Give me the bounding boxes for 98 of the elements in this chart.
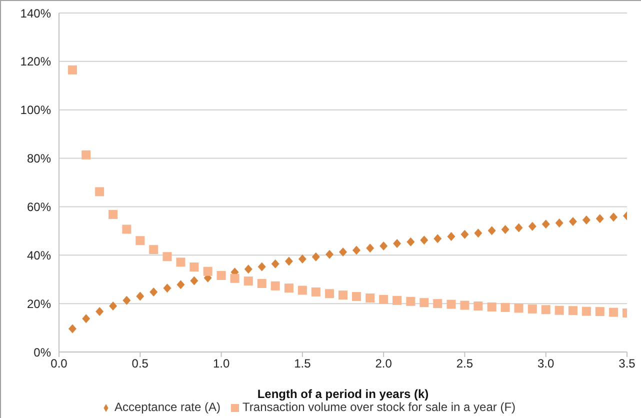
point xyxy=(420,298,429,308)
point xyxy=(514,304,524,313)
point xyxy=(244,264,252,274)
y-tick-label: 60% xyxy=(26,200,52,214)
legend-label: Acceptance rate (A) xyxy=(114,400,221,414)
point xyxy=(230,274,240,283)
point xyxy=(366,294,375,302)
point xyxy=(271,259,280,268)
point xyxy=(595,307,604,316)
point xyxy=(162,252,172,262)
point xyxy=(446,300,456,309)
point xyxy=(501,224,510,234)
point xyxy=(406,296,416,306)
point xyxy=(542,220,550,229)
point xyxy=(420,236,428,245)
point xyxy=(610,212,618,222)
point xyxy=(366,244,374,253)
point xyxy=(528,304,537,314)
point xyxy=(392,296,402,305)
point xyxy=(380,241,388,250)
point xyxy=(257,278,266,288)
y-tick-label: 80% xyxy=(26,152,52,166)
point xyxy=(284,284,294,293)
point xyxy=(244,276,253,286)
point xyxy=(258,262,266,272)
point xyxy=(434,234,442,244)
point xyxy=(298,286,307,295)
point xyxy=(379,294,388,304)
point xyxy=(108,210,118,219)
legend-label: Transaction volume over stock for sale in a year (F) xyxy=(242,400,516,414)
point xyxy=(474,301,483,310)
point xyxy=(163,284,172,293)
point xyxy=(176,258,186,267)
point xyxy=(284,256,293,266)
point xyxy=(150,287,158,296)
point xyxy=(312,252,320,262)
y-tick-label: 120% xyxy=(20,54,52,69)
point xyxy=(136,292,144,301)
point xyxy=(298,254,306,264)
x-axis-title: Length of a period in years (k) xyxy=(257,387,429,401)
point xyxy=(82,150,91,160)
point xyxy=(460,300,470,310)
point xyxy=(216,270,226,280)
x-tick-label: 3.5 xyxy=(618,356,636,371)
point xyxy=(82,314,90,324)
point xyxy=(68,65,77,74)
y-tick-label: 40% xyxy=(26,248,52,262)
point xyxy=(460,230,469,239)
point xyxy=(122,296,131,305)
point xyxy=(270,281,280,290)
point xyxy=(95,187,104,196)
point xyxy=(609,308,618,317)
point xyxy=(528,222,536,231)
point xyxy=(596,214,604,224)
point xyxy=(433,299,442,308)
point xyxy=(500,302,510,312)
x-tick-label: 0.0 xyxy=(50,356,68,371)
point xyxy=(122,224,132,234)
y-tick-label: 20% xyxy=(26,296,52,311)
point xyxy=(338,290,348,300)
point xyxy=(582,306,591,316)
point xyxy=(514,223,523,232)
point xyxy=(352,292,361,302)
point xyxy=(554,306,564,315)
point xyxy=(393,239,402,248)
x-tick-label: 1.5 xyxy=(294,356,312,371)
point xyxy=(325,289,334,298)
point xyxy=(447,232,456,241)
point xyxy=(352,246,360,255)
point xyxy=(190,276,198,286)
y-tick-label: 140% xyxy=(20,6,52,20)
point xyxy=(109,301,118,310)
point xyxy=(474,228,482,238)
point xyxy=(96,307,104,316)
x-tick-label: 0.5 xyxy=(132,356,149,371)
point xyxy=(568,216,577,226)
y-tick-label: 0% xyxy=(34,345,52,360)
point xyxy=(311,287,320,296)
x-tick-label: 1.0 xyxy=(212,356,230,371)
point xyxy=(176,280,185,290)
point xyxy=(488,226,496,236)
x-tick-label: 2.0 xyxy=(375,356,392,371)
point xyxy=(555,218,564,228)
point xyxy=(568,306,578,316)
point xyxy=(203,266,212,276)
y-tick-label: 100% xyxy=(20,103,52,118)
point xyxy=(339,247,347,256)
point xyxy=(68,324,76,334)
point xyxy=(136,236,145,246)
point xyxy=(541,305,550,314)
x-tick-label: 3.0 xyxy=(538,356,555,371)
point xyxy=(326,250,334,259)
x-tick-label: 2.5 xyxy=(456,356,474,371)
point xyxy=(149,245,158,254)
point xyxy=(487,302,496,312)
point xyxy=(406,237,415,246)
point xyxy=(190,262,199,272)
point xyxy=(582,216,590,225)
